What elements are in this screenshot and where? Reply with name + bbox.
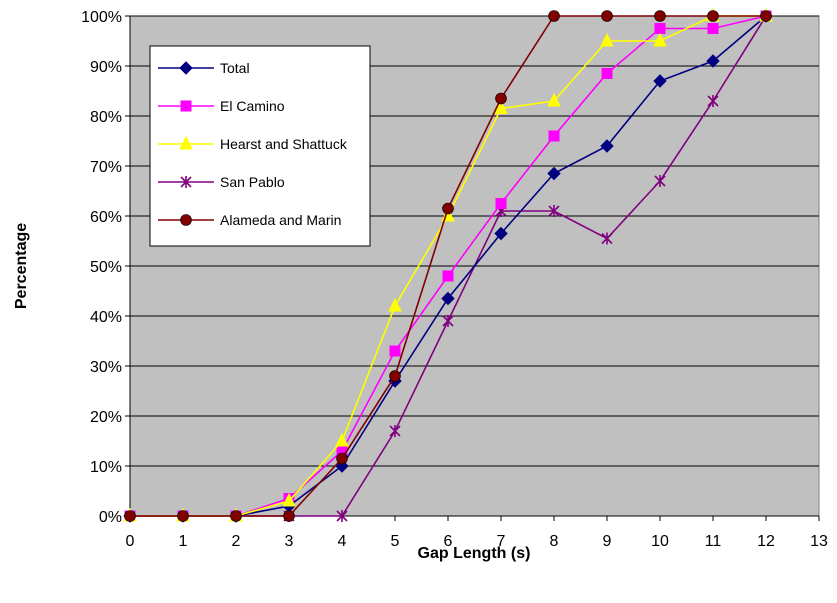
legend-label: San Pablo	[220, 174, 285, 190]
data-point	[600, 32, 614, 47]
y-tick-label: 60%	[90, 209, 122, 226]
x-tick-label: 11	[705, 533, 722, 550]
data-point	[335, 432, 349, 447]
data-point	[601, 68, 613, 79]
x-tick-label: 4	[338, 533, 347, 550]
data-point	[654, 23, 666, 34]
y-tick-label: 70%	[90, 159, 122, 176]
legend-marker	[179, 61, 193, 75]
x-tick-label: 9	[603, 533, 612, 550]
x-axis: 0 1 2 3 4 5 6 7 8 9 10 11 12 13	[126, 515, 828, 550]
x-tick-label: 1	[179, 533, 188, 550]
x-tick-label: 8	[550, 533, 559, 550]
data-point	[707, 23, 719, 34]
data-point	[442, 270, 454, 282]
data-point	[283, 510, 295, 522]
data-point	[601, 10, 613, 22]
data-point	[336, 510, 348, 522]
x-axis-title: Gap Length (s)	[418, 545, 531, 562]
data-point	[388, 297, 402, 312]
data-point	[706, 54, 720, 68]
x-tick-label: 5	[391, 533, 400, 550]
x-tick-label: 10	[651, 533, 669, 550]
data-point	[494, 100, 508, 114]
data-point	[494, 226, 508, 241]
data-point	[282, 492, 296, 507]
x-tick-label: 7	[497, 533, 506, 550]
data-point	[547, 92, 561, 107]
data-point	[548, 10, 560, 22]
data-point	[760, 10, 772, 22]
data-point	[707, 10, 719, 22]
legend-marker	[179, 135, 193, 150]
data-point	[653, 74, 667, 88]
x-tick-label: 13	[810, 533, 828, 550]
legend-item: Alameda and Marin	[158, 212, 341, 228]
data-point	[389, 345, 401, 357]
legend-marker	[180, 100, 192, 112]
data-point	[495, 198, 507, 209]
x-tick-label: 0	[126, 533, 135, 550]
y-tick-label: 50%	[90, 259, 122, 276]
data-point	[548, 205, 560, 217]
series-layer	[123, 7, 773, 523]
data-point	[336, 452, 348, 465]
x-tick-label: 2	[232, 533, 241, 550]
data-point	[389, 425, 401, 437]
legend-label: Hearst and Shattuck	[220, 136, 348, 152]
legend-label: El Camino	[220, 98, 285, 114]
series-alameda-and-marin	[124, 10, 772, 522]
legend-marker	[180, 176, 192, 188]
data-point	[124, 510, 136, 522]
legend-item: Total	[158, 60, 250, 76]
data-point	[654, 10, 666, 22]
y-tick-label: 30%	[90, 359, 122, 376]
data-point	[442, 202, 454, 215]
legend-label: Total	[220, 60, 250, 76]
data-point	[707, 95, 719, 107]
data-point	[441, 291, 455, 306]
y-tick-label: 0%	[99, 509, 122, 526]
legend-item: El Camino	[158, 98, 285, 114]
y-tick-label: 20%	[90, 409, 122, 426]
legend: Total El Camino Hearst and Shattuck San Pab…	[149, 45, 371, 247]
legend-label: Alameda and Marin	[220, 212, 341, 228]
legend-item: Hearst and Shattuck	[158, 135, 348, 152]
data-point	[230, 510, 242, 522]
y-tick-label: 40%	[90, 309, 122, 326]
data-point	[547, 166, 561, 181]
y-axis-title: Percentage	[13, 223, 30, 309]
y-tick-label: 90%	[90, 59, 122, 76]
y-tick-label: 10%	[90, 459, 122, 476]
data-point	[389, 370, 401, 382]
data-point	[495, 92, 507, 105]
y-axis: 0% 10% 20% 30% 40% 50% 60% 70% 80% 90% 100%	[81, 9, 131, 526]
data-point	[654, 175, 666, 187]
data-point	[601, 232, 613, 245]
data-point	[548, 130, 560, 142]
y-tick-label: 100%	[81, 9, 122, 26]
legend-item: San Pablo	[158, 174, 285, 190]
data-point	[177, 510, 189, 522]
legend-marker	[180, 214, 192, 226]
data-point	[653, 32, 667, 47]
data-point	[442, 315, 454, 327]
x-tick-label: 12	[757, 533, 775, 550]
y-tick-label: 80%	[90, 109, 122, 126]
x-tick-label: 3	[285, 533, 294, 550]
data-point	[600, 139, 614, 153]
x-tick-label: 6	[444, 533, 453, 550]
